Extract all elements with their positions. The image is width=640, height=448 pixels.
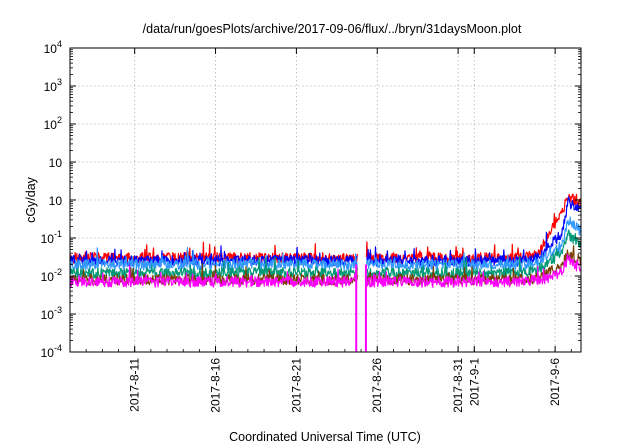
- y-tick-label: 10-1: [41, 229, 62, 246]
- y-axis-label: cGy/day: [24, 176, 38, 223]
- chart-title: /data/run/goesPlots/archive/2017-09-06/f…: [143, 22, 522, 36]
- x-tick-label: 2017-8-26: [370, 358, 384, 413]
- x-tick-label: 2017-8-11: [128, 358, 142, 412]
- axis-ticks: [69, 47, 581, 353]
- y-tick-label: 102: [44, 115, 62, 132]
- y-tick-label: 10-4: [41, 343, 62, 360]
- y-tick-label: 104: [44, 39, 62, 56]
- data-series: [69, 193, 582, 352]
- y-tick-label: 10: [49, 194, 63, 208]
- series-line: [69, 216, 582, 271]
- grid-lines: [70, 48, 581, 352]
- y-tick-label: 103: [44, 77, 62, 94]
- x-tick-label: 2017-8-21: [289, 358, 303, 413]
- y-tick-labels: 10-4 10-3 10-2 10-1 10 10 102 103 104: [41, 39, 63, 360]
- x-axis-label: Coordinated Universal Time (UTC): [229, 430, 421, 444]
- x-tick-label: 2017-9-6: [548, 358, 562, 406]
- y-tick-label: 10-3: [41, 305, 62, 322]
- y-tick-label: 10: [49, 156, 63, 170]
- x-tick-label: 2017-8-31: [451, 358, 465, 413]
- x-tick-labels: 2017-8-11 2017-8-16 2017-8-21 2017-8-26 2017…: [128, 358, 562, 413]
- x-tick-label: 2017-9-1: [467, 358, 481, 406]
- y-tick-label: 10-2: [41, 267, 62, 284]
- x-tick-label: 2017-8-16: [209, 358, 223, 413]
- series-line: [69, 254, 582, 288]
